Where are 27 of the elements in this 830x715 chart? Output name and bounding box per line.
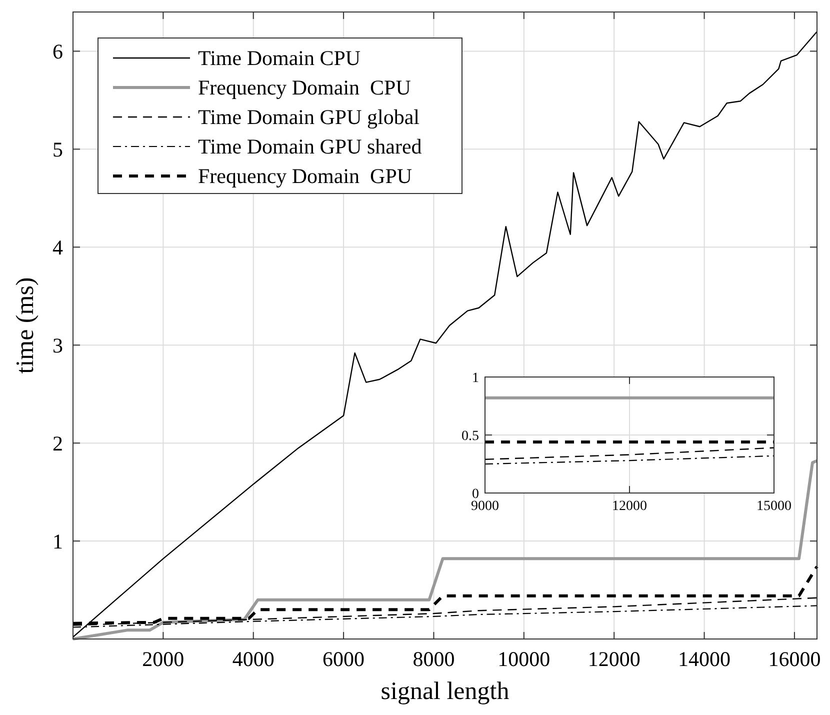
x-tick-label: 6000 (322, 646, 365, 671)
y-tick-label: 1 (52, 529, 63, 554)
legend-label: Frequency Domain CPU (198, 76, 411, 100)
x-tick-label: 15000 (756, 499, 792, 514)
y-tick-label: 4 (52, 235, 64, 260)
x-tick-label: 2000 (142, 646, 184, 671)
y-tick-label: 2 (52, 431, 63, 456)
x-tick-label: 12000 (588, 646, 640, 671)
y-tick-label: 5 (52, 138, 63, 162)
x-tick-label: 16000 (768, 646, 821, 671)
legend-label: Time Domain GPU shared (198, 134, 422, 158)
x-tick-label: 12000 (612, 499, 647, 514)
x-tick-label: 4000 (232, 646, 274, 671)
legend-label: Time Domain CPU (198, 46, 361, 70)
x-tick-label: 14000 (678, 646, 731, 671)
y-tick-label: 1 (472, 370, 479, 386)
y-tick-label: 0.5 (462, 428, 479, 444)
x-axis-title: signal length (380, 678, 510, 705)
y-axis-title: time (ms) (12, 277, 39, 374)
x-tick-label: 10000 (498, 646, 550, 671)
legend-label: Time Domain GPU global (198, 105, 420, 129)
legend-label: Frequency Domain GPU (198, 164, 412, 188)
y-tick-label: 0 (472, 486, 479, 502)
x-tick-label: 8000 (412, 646, 455, 671)
y-tick-label: 6 (52, 40, 63, 64)
y-tick-label: 3 (52, 333, 63, 358)
x-tick-label: 9000 (471, 499, 499, 514)
